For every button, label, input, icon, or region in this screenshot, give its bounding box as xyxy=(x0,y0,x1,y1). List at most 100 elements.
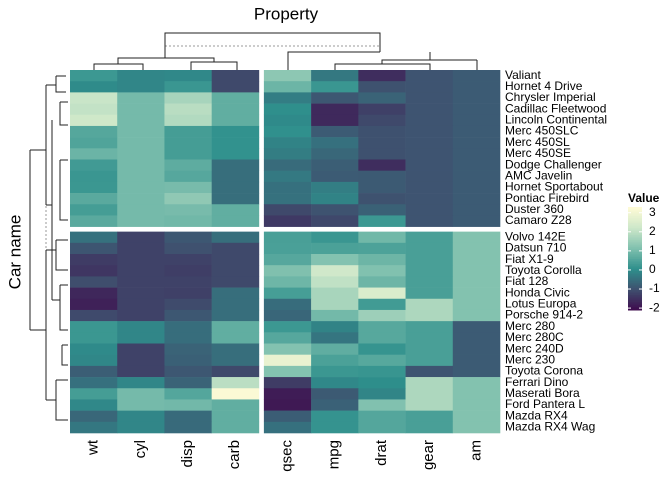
heatmap-cell xyxy=(117,399,165,411)
heatmap-cell xyxy=(211,170,260,183)
heatmap-cell xyxy=(358,388,406,400)
heatmap-cell xyxy=(211,388,260,400)
heatmap-cell xyxy=(211,193,260,205)
heatmap-cell xyxy=(117,81,165,93)
heatmap-cell xyxy=(211,276,260,288)
heatmap-cell xyxy=(117,332,165,344)
heatmap-cell xyxy=(311,92,359,104)
legend-swatch xyxy=(628,224,642,227)
heatmap-cell xyxy=(211,114,260,127)
heatmap-cell xyxy=(117,125,165,138)
legend-swatch xyxy=(628,287,642,290)
heatmap-cell xyxy=(211,92,260,104)
legend-swatch xyxy=(628,301,642,304)
heatmap-cell xyxy=(452,287,501,300)
legend-swatch xyxy=(628,279,642,282)
heatmap-cell xyxy=(263,343,312,355)
heatmap-cell xyxy=(164,321,212,333)
heatmap-cell xyxy=(164,377,212,389)
heatmap-cell xyxy=(405,114,454,127)
heatmap-cell xyxy=(452,254,501,266)
heatmap-cell xyxy=(164,388,212,400)
heatmap-cell xyxy=(70,170,118,183)
heatmap-cell xyxy=(263,377,312,389)
row-label: Duster 360 xyxy=(505,202,564,216)
heatmap-cell xyxy=(311,254,359,266)
legend-swatch xyxy=(628,267,642,270)
heatmap-cell xyxy=(211,103,260,116)
heatmap-cell xyxy=(117,377,165,389)
heatmap-cell xyxy=(263,114,312,127)
heatmap-cell xyxy=(311,70,359,82)
row-label: Lotus Europa xyxy=(505,297,577,311)
legend-swatch xyxy=(628,251,642,254)
heatmap-cell xyxy=(311,332,359,344)
heatmap-cell xyxy=(263,332,312,344)
heatmap-cell xyxy=(211,181,260,194)
heatmap-cell xyxy=(311,298,359,311)
heatmap-cell xyxy=(358,321,406,333)
row-label: Ford Pantera L xyxy=(505,397,585,411)
heatmap-cell xyxy=(311,125,359,138)
heatmap-cell xyxy=(70,137,118,149)
heatmap-cell xyxy=(70,70,118,82)
heatmap-cell xyxy=(452,410,501,423)
legend-tick-label: 1 xyxy=(649,243,656,257)
legend-tick-label: -1 xyxy=(649,281,660,295)
row-label: Merc 450SE xyxy=(505,146,571,160)
legend-swatch xyxy=(628,284,642,287)
heatmap-cell xyxy=(311,421,359,434)
heatmap-cell xyxy=(211,298,260,311)
legend-swatch xyxy=(628,258,642,261)
row-label: Merc 450SL xyxy=(505,135,570,149)
heatmap-cell xyxy=(70,242,118,255)
legend-swatch xyxy=(628,210,642,213)
row-label: Porsche 914-2 xyxy=(505,308,583,322)
heatmap-cell xyxy=(311,204,359,216)
heatmap-cell xyxy=(117,242,165,255)
heatmap-cell xyxy=(452,321,501,333)
column-label: disp xyxy=(179,440,196,468)
heatmap-cell xyxy=(70,81,118,93)
column-label: cyl xyxy=(132,440,149,458)
heatmap-cell xyxy=(405,204,454,216)
row-label: Camaro Z28 xyxy=(505,213,572,227)
legend-swatch xyxy=(628,275,642,278)
legend-swatch xyxy=(628,231,642,234)
heatmap-cell xyxy=(117,343,165,355)
heatmap-cell xyxy=(358,399,406,411)
heatmap-cell xyxy=(70,159,118,171)
heatmap-cell xyxy=(452,421,501,434)
row-label: Dodge Challenger xyxy=(505,157,602,171)
heatmap-cell xyxy=(405,354,454,367)
row-label: Volvo 142E xyxy=(505,229,566,243)
heatmap-cell xyxy=(358,309,406,322)
heatmap-cell xyxy=(70,276,118,288)
heatmap-cell xyxy=(358,354,406,367)
heatmap-cell xyxy=(358,287,406,300)
heatmap-cell xyxy=(164,298,212,311)
row-label: Merc 230 xyxy=(505,352,555,366)
row-label: Ferrari Dino xyxy=(505,375,569,389)
heatmap-cell xyxy=(117,92,165,104)
heatmap-cell xyxy=(164,204,212,216)
heatmap-cell xyxy=(358,70,406,82)
heatmap-cell xyxy=(117,265,165,277)
heatmap-cell xyxy=(117,170,165,183)
legend-swatch xyxy=(628,237,642,241)
heatmap-cell xyxy=(452,81,501,93)
legend-swatch xyxy=(628,241,642,244)
heatmap-cell xyxy=(263,148,312,160)
legend-swatch xyxy=(628,294,642,297)
legend-swatch xyxy=(628,225,642,229)
heatmap-cell xyxy=(405,215,454,227)
heatmap-cell xyxy=(70,399,118,411)
heatmap-cell xyxy=(117,103,165,116)
legend-swatch xyxy=(628,227,642,230)
heatmap-cell xyxy=(311,388,359,400)
heatmap-cell xyxy=(70,265,118,277)
legend-swatch xyxy=(628,272,642,275)
legend-swatch xyxy=(628,256,642,259)
heatmap-cell xyxy=(452,343,501,355)
heatmap-cell xyxy=(405,92,454,104)
